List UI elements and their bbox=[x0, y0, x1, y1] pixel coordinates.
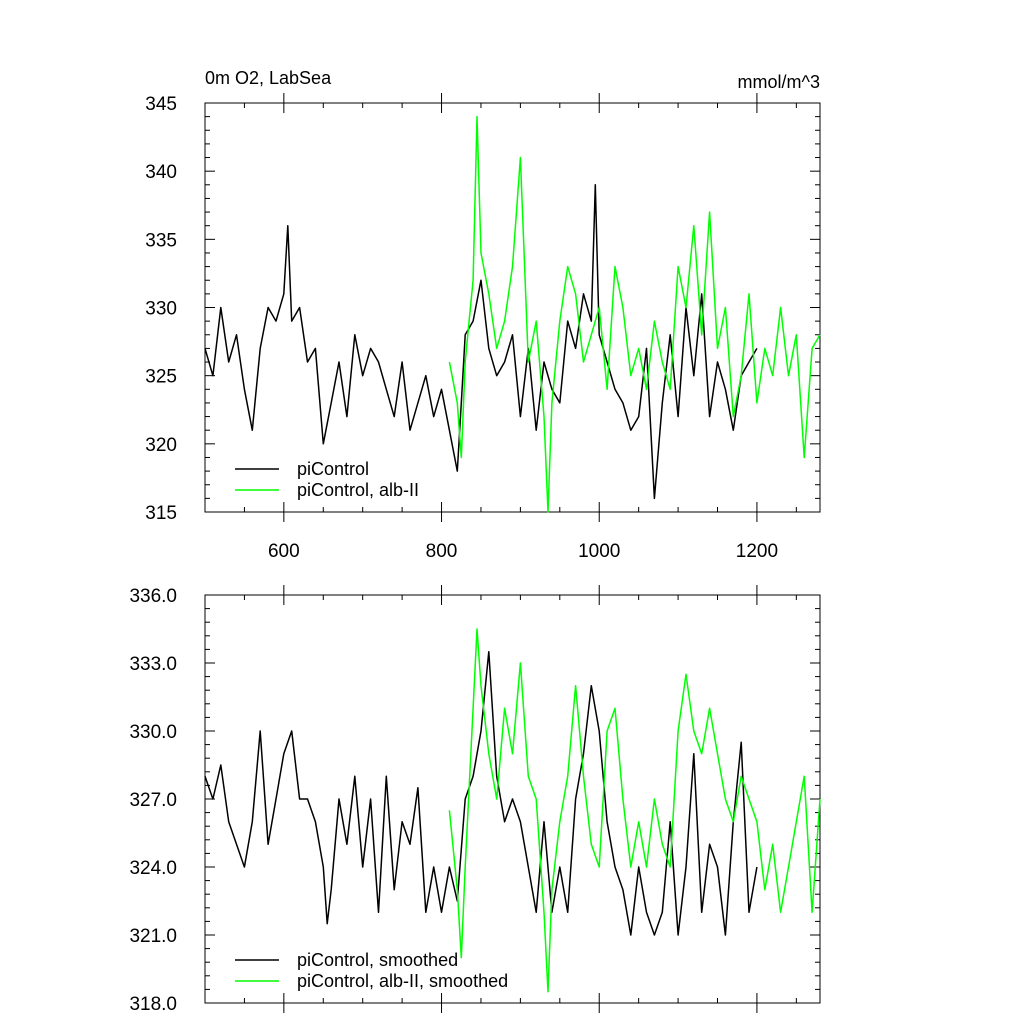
series-line-1 bbox=[204, 650, 758, 936]
y-tick-label: 318.0 bbox=[129, 994, 177, 1015]
series-line-2 bbox=[448, 628, 821, 993]
series-line-2 bbox=[448, 115, 821, 513]
x-tick-label: 600 bbox=[268, 541, 300, 562]
y-tick-label: 330.0 bbox=[129, 722, 177, 743]
y-tick-label: 325 bbox=[145, 367, 177, 388]
legend-label-2: piControl, alb-II bbox=[297, 480, 419, 500]
y-tick-label: 324.0 bbox=[129, 858, 177, 879]
chart-panel-2: 318.0 321.0 324.0 327.0 330.0 333.0 336.0 piCon… bbox=[129, 585, 821, 1015]
y-tick-label: 315 bbox=[145, 503, 177, 524]
y-tick-label: 340 bbox=[145, 162, 177, 183]
legend-label-2: piControl, alb-II, smoothed bbox=[297, 971, 508, 991]
x-tick-label: 1200 bbox=[736, 541, 778, 562]
series-line-1 bbox=[204, 184, 758, 500]
chart-title: 0m O2, LabSea bbox=[205, 68, 332, 88]
y-tick-label: 345 bbox=[145, 94, 177, 115]
units-label: mmol/m^3 bbox=[738, 72, 820, 92]
y-tick-label: 321.0 bbox=[129, 926, 177, 947]
legend-label-1: piControl, smoothed bbox=[297, 950, 458, 970]
y-tick-label: 330 bbox=[145, 299, 177, 320]
y-tick-label: 327.0 bbox=[129, 790, 177, 811]
x-tick-label: 800 bbox=[426, 541, 458, 562]
y-tick-label: 333.0 bbox=[129, 654, 177, 675]
legend-label-1: piControl bbox=[297, 459, 369, 479]
y-tick-label: 335 bbox=[145, 230, 177, 251]
y-tick-label: 336.0 bbox=[129, 586, 177, 607]
y-tick-label: 320 bbox=[145, 435, 177, 456]
plot-frame bbox=[204, 102, 821, 513]
chart-panel-1: 0m O2, LabSea mmol/m^3 315 320 325 330 335 340 3… bbox=[145, 68, 821, 562]
x-tick-label: 1000 bbox=[578, 541, 620, 562]
